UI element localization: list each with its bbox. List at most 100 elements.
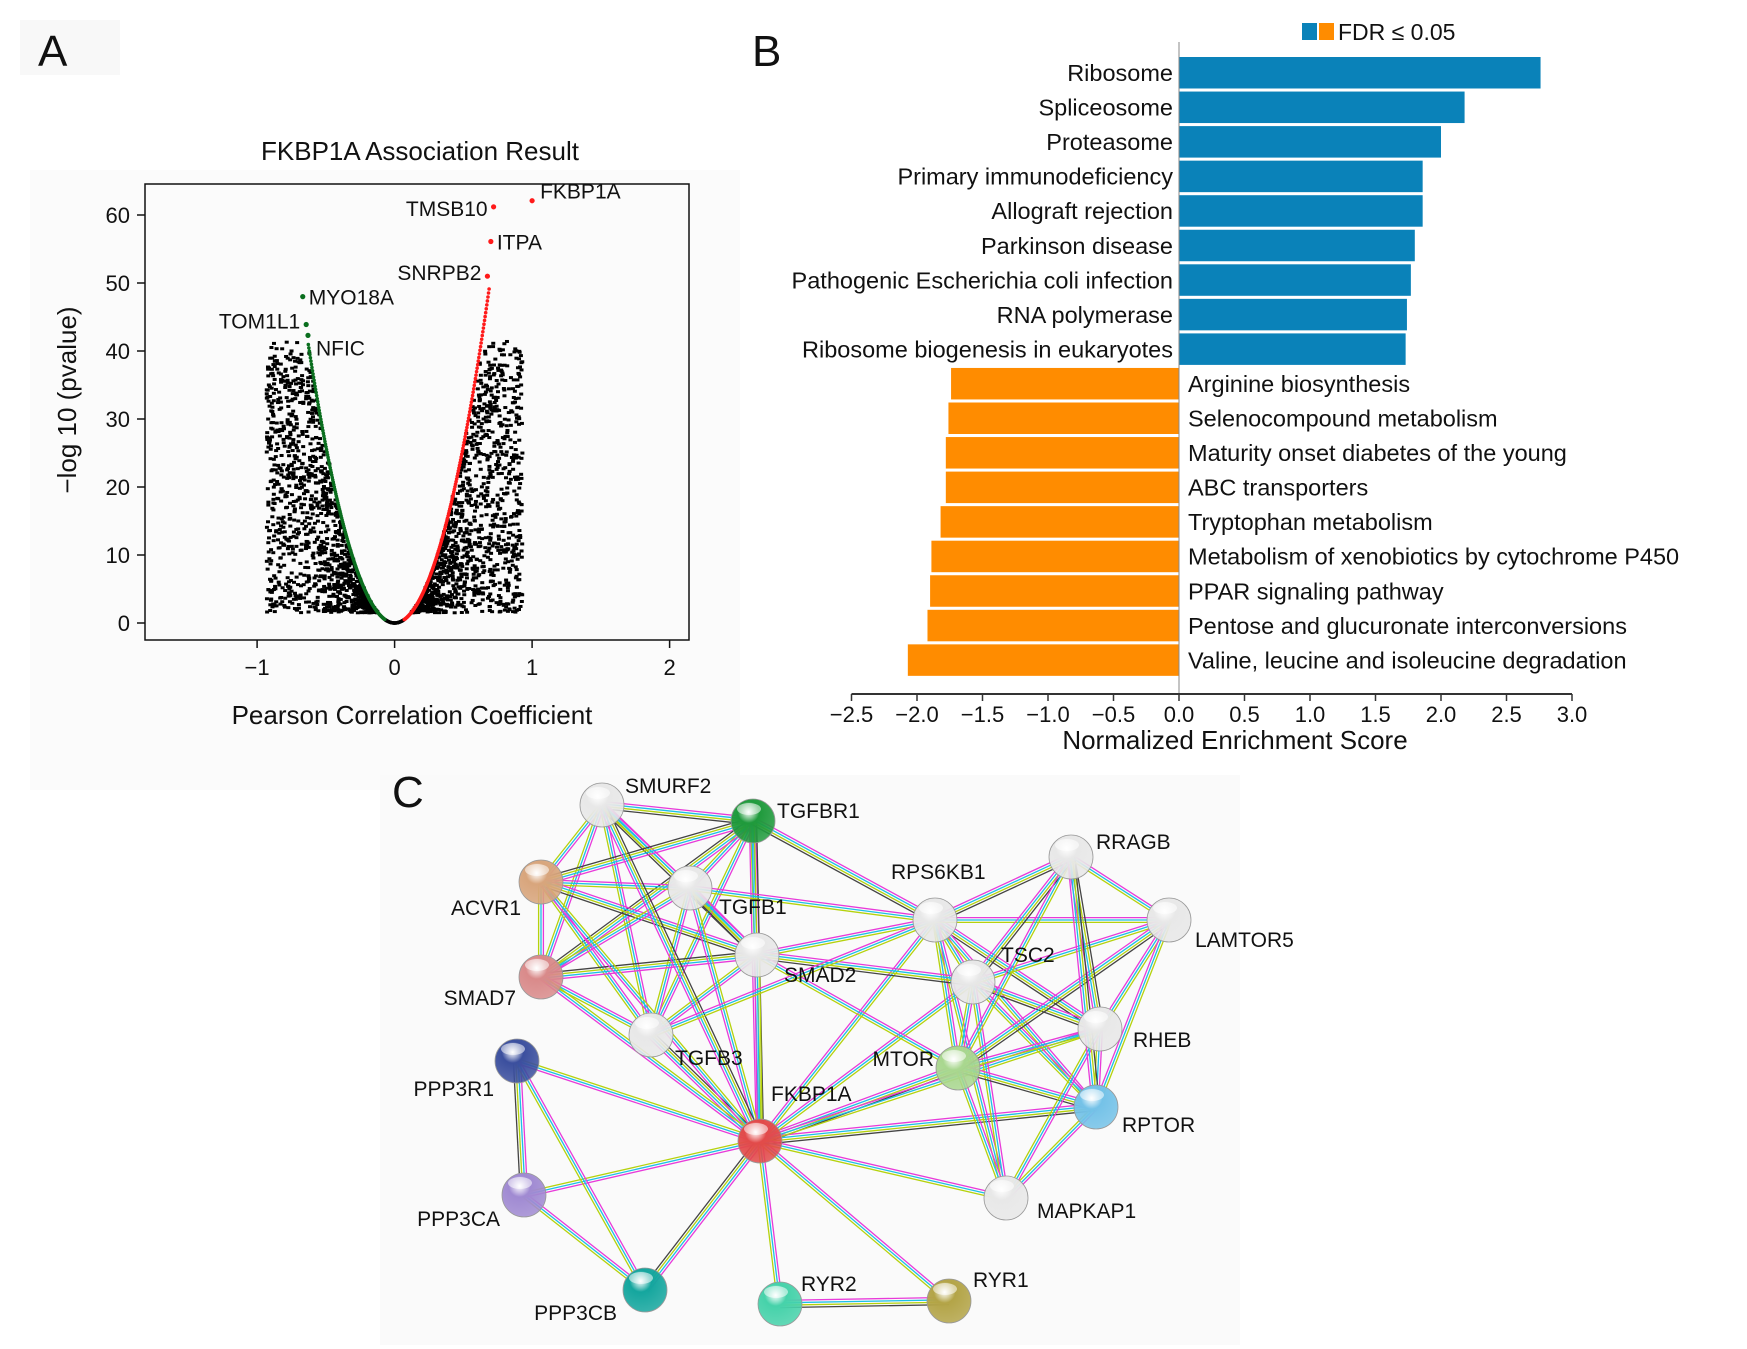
network-edge [969,982,1005,1199]
network-edge [758,1142,948,1304]
volcano-point [311,384,316,388]
enrichment-bar [1179,333,1406,365]
enrichment-bar [945,437,1179,469]
volcano-point [346,584,351,588]
volcano-point [311,418,316,422]
volcano-point [502,437,507,441]
volcano-point [517,529,522,533]
volcano-point [265,437,270,441]
volcano-point [499,487,504,491]
volcano-point [271,399,276,403]
volcano-point [292,425,297,429]
network-node[interactable]: LAMTOR5 [1146,897,1294,952]
network-edge [540,883,690,892]
volcano-point [504,424,509,428]
volcano-point [443,541,448,545]
volcano-point [463,608,468,612]
network-node[interactable]: RRAGB [1048,831,1171,880]
network-node[interactable]: SMURF2 [579,775,711,828]
volcano-point [268,457,273,461]
network-node[interactable]: PPP3R1 [413,1038,540,1101]
volcano-point [331,592,336,596]
volcano-point [315,603,320,607]
volcano-point [271,478,276,482]
volcano-point [481,565,486,569]
volcano-point [437,575,442,579]
x-tick-label: 1.0 [1295,702,1326,727]
volcano-point [460,509,465,513]
network-node[interactable]: ACVR1 [451,859,564,920]
volcano-point [453,525,458,529]
volcano-point [484,384,489,388]
network-node[interactable]: TGFB3 [628,1012,743,1070]
volcano-point [288,423,293,427]
negative-correlation-point [320,425,325,430]
volcano-point [265,610,270,614]
network-node[interactable]: MAPKAP1 [983,1175,1136,1223]
volcano-point [275,362,280,366]
volcano-point [461,600,466,604]
volcano-point [321,490,326,494]
volcano-point [287,388,292,392]
network-node[interactable]: RPTOR [1073,1084,1195,1137]
volcano-point [291,597,296,601]
volcano-point [505,586,510,590]
volcano-point [516,405,521,409]
volcano-point [468,440,473,444]
network-edge [689,887,761,1142]
positive-correlation-point [467,413,471,417]
volcano-point [500,452,505,456]
volcano-point [466,559,471,563]
network-node[interactable]: SMAD2 [734,932,856,987]
volcano-point [350,570,355,574]
network-node[interactable]: MTOR [873,1045,981,1091]
volcano-point [329,552,334,556]
network-node[interactable]: TGFB1 [667,865,787,919]
protein-node-label: RHEB [1133,1029,1191,1052]
volcano-point [511,459,516,463]
network-node[interactable]: PPP3CA [417,1172,547,1231]
volcano-point [455,546,460,550]
network-node[interactable]: PPP3CB [534,1267,668,1325]
volcano-point [495,545,500,549]
volcano-point [287,591,292,595]
volcano-point [474,474,479,478]
volcano-point [339,556,344,560]
network-node[interactable]: RYR2 [757,1273,857,1327]
network-edge [641,1138,758,1289]
volcano-point [475,566,480,570]
volcano-point [279,487,284,491]
volcano-point [507,472,512,476]
volcano-point [278,602,283,606]
volcano-xlabel: Pearson Correlation Coefficient [232,700,594,730]
volcano-point [499,450,504,454]
network-edge [758,1064,957,1139]
network-edge [973,857,1073,984]
network-edge [1095,919,1170,1108]
volcano-point [287,454,292,458]
network-node[interactable]: FKBP1A [737,1083,852,1164]
negative-correlation-point [313,384,317,389]
volcano-point [318,530,323,534]
protein-node-label: RPTOR [1122,1114,1195,1137]
volcano-point [317,545,322,549]
network-node[interactable]: RPS6KB1 [891,861,986,943]
network-node[interactable]: RYR1 [926,1269,1029,1324]
volcano-point [489,393,494,397]
network-edge [759,1142,1006,1201]
volcano-point [308,516,313,520]
volcano-point [299,485,304,489]
network-node[interactable]: SMAD7 [444,954,564,1010]
volcano-point [481,417,486,421]
network-edge [780,1303,950,1309]
volcano-point [492,564,497,568]
volcano-point [432,566,437,570]
network-node[interactable]: RHEB [1077,1006,1191,1052]
negative-correlation-point [324,445,328,449]
volcano-point [504,339,509,343]
volcano-point [289,464,294,468]
network-node[interactable]: TSC2 [950,944,1055,1005]
network-node[interactable]: TGFBR1 [730,798,860,844]
volcano-point [294,485,299,489]
protein-node-label: TGFB1 [719,896,787,919]
